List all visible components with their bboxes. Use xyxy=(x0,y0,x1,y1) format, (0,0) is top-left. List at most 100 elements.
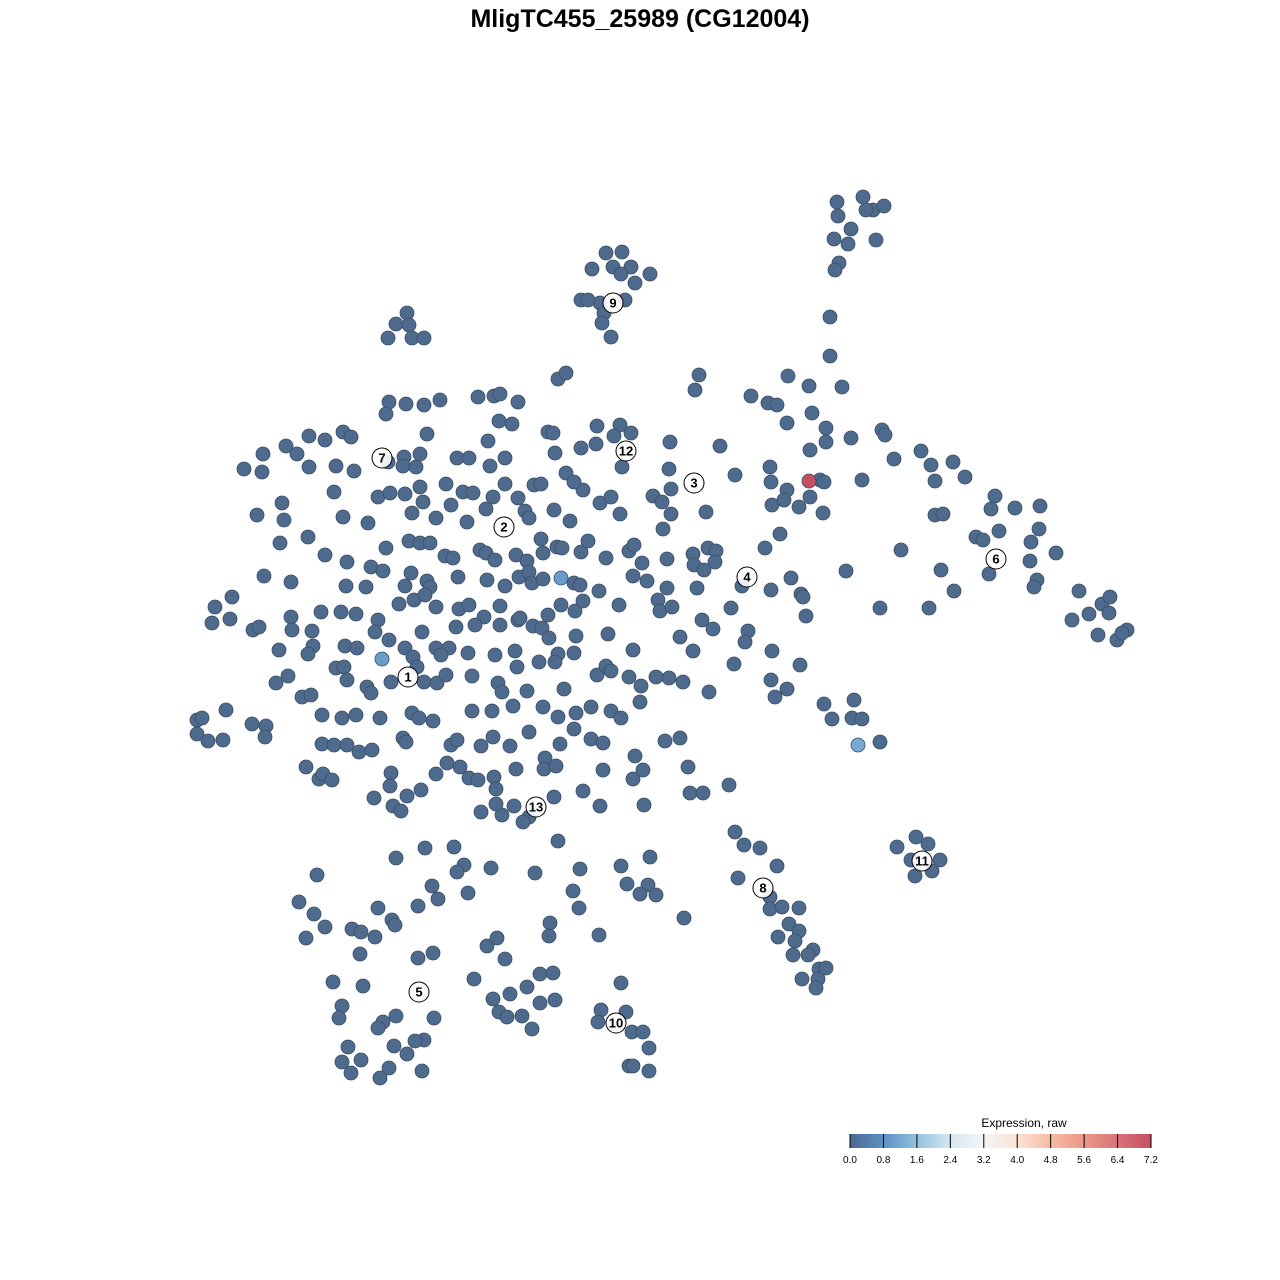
data-point xyxy=(324,772,340,788)
data-point xyxy=(358,579,374,595)
data-point xyxy=(489,930,505,946)
data-point xyxy=(497,951,513,967)
data-point xyxy=(367,929,383,945)
data-point xyxy=(417,840,433,856)
data-point xyxy=(333,604,349,620)
chart-title: MligTC455_25989 (CG12004) xyxy=(470,5,809,33)
data-point xyxy=(1007,500,1023,516)
data-point xyxy=(764,643,780,659)
data-point xyxy=(433,647,449,663)
data-point xyxy=(701,684,717,700)
data-point xyxy=(1090,627,1106,643)
data-point xyxy=(872,600,888,616)
data-point xyxy=(546,789,562,805)
cluster-label-text: 12 xyxy=(619,444,633,459)
data-point xyxy=(200,733,216,749)
data-point xyxy=(366,790,382,806)
data-point xyxy=(635,1024,651,1040)
cluster-label-badge xyxy=(985,548,1007,570)
data-point xyxy=(546,502,562,518)
data-point xyxy=(822,309,838,325)
data-point xyxy=(448,619,464,635)
colorbar-tick-label: 7.2 xyxy=(1144,1155,1158,1166)
data-point xyxy=(510,394,526,410)
data-point xyxy=(613,975,629,991)
cluster-label-badge xyxy=(525,796,547,818)
data-point xyxy=(473,738,489,754)
data-point xyxy=(256,568,272,584)
data-point xyxy=(696,562,712,578)
data-point xyxy=(494,684,510,700)
data-point xyxy=(348,606,364,622)
data-point xyxy=(603,489,619,505)
data-point xyxy=(642,266,658,282)
data-point xyxy=(334,1054,350,1070)
data-point xyxy=(509,659,525,675)
data-point xyxy=(411,710,427,726)
data-point xyxy=(648,887,664,903)
data-point xyxy=(298,930,314,946)
data-point xyxy=(663,506,679,522)
data-point xyxy=(412,446,428,462)
data-point xyxy=(360,515,376,531)
data-point xyxy=(460,885,476,901)
data-point xyxy=(412,479,428,495)
data-point xyxy=(492,386,508,402)
data-point xyxy=(826,231,842,247)
data-point xyxy=(556,681,572,697)
data-point xyxy=(626,537,642,553)
data-point xyxy=(508,761,524,777)
data-point xyxy=(1081,606,1097,622)
cluster-label: 9 xyxy=(602,292,624,314)
data-point xyxy=(808,980,824,996)
data-point xyxy=(816,474,832,490)
data-point xyxy=(598,245,614,261)
data-point xyxy=(407,1033,423,1049)
data-point xyxy=(280,668,296,684)
data-point xyxy=(336,659,352,675)
data-point xyxy=(730,870,746,886)
data-point xyxy=(492,617,508,633)
data-point xyxy=(283,609,299,625)
data-point xyxy=(382,485,398,501)
data-point xyxy=(512,610,528,626)
data-point xyxy=(791,499,807,515)
data-point xyxy=(1064,612,1080,628)
data-point xyxy=(625,771,641,787)
data-point xyxy=(613,858,629,874)
data-point xyxy=(353,1052,369,1068)
data-point xyxy=(672,629,688,645)
data-point xyxy=(752,840,768,856)
data-point xyxy=(1102,589,1118,605)
data-point xyxy=(1071,583,1087,599)
cluster-label-text: 4 xyxy=(743,570,751,585)
data-point xyxy=(449,732,465,748)
data-point xyxy=(255,446,271,462)
data-point xyxy=(401,317,417,333)
data-point xyxy=(372,710,388,726)
data-point xyxy=(675,674,691,690)
data-point xyxy=(303,687,319,703)
colorbar-tick-label: 4.8 xyxy=(1044,1155,1058,1166)
data-point xyxy=(553,597,569,613)
data-point xyxy=(641,1063,657,1079)
data-point xyxy=(339,672,355,688)
cluster-label: 6 xyxy=(985,548,1007,570)
data-point xyxy=(614,459,630,475)
cluster-label: 4 xyxy=(736,566,758,588)
data-point xyxy=(583,699,599,715)
data-point xyxy=(425,945,441,961)
data-point xyxy=(355,978,371,994)
data-point xyxy=(727,467,743,483)
data-point xyxy=(621,669,637,685)
data-point xyxy=(480,433,496,449)
data-point xyxy=(428,766,444,782)
data-point xyxy=(545,425,561,441)
data-point xyxy=(983,501,999,517)
data-point xyxy=(613,266,629,282)
data-point xyxy=(351,744,367,760)
data-point xyxy=(762,459,778,475)
data-point xyxy=(680,759,696,775)
data-point xyxy=(566,721,582,737)
data-point xyxy=(723,600,739,616)
